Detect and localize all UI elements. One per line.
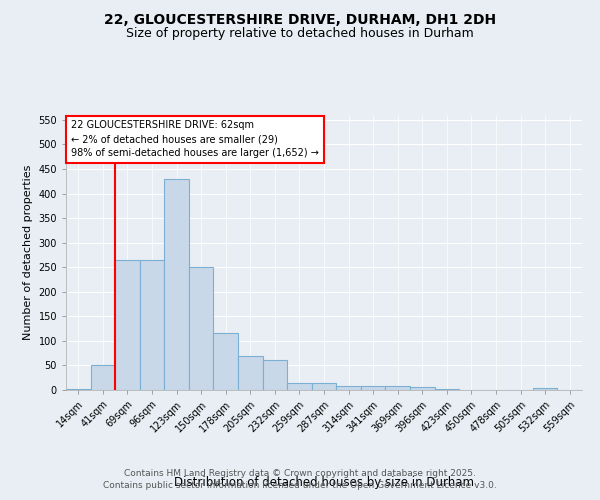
Bar <box>164 179 189 390</box>
Text: Size of property relative to detached houses in Durham: Size of property relative to detached ho… <box>126 28 474 40</box>
Bar <box>533 388 557 390</box>
Bar <box>263 360 287 390</box>
Text: 22, GLOUCESTERSHIRE DRIVE, DURHAM, DH1 2DH: 22, GLOUCESTERSHIRE DRIVE, DURHAM, DH1 2… <box>104 12 496 26</box>
Bar <box>336 386 361 390</box>
Bar <box>361 386 385 390</box>
Text: Contains HM Land Registry data © Crown copyright and database right 2025.
Contai: Contains HM Land Registry data © Crown c… <box>103 468 497 490</box>
Bar <box>434 388 459 390</box>
X-axis label: Distribution of detached houses by size in Durham: Distribution of detached houses by size … <box>174 476 474 488</box>
Bar <box>214 332 238 390</box>
Bar <box>66 388 91 390</box>
Bar <box>312 382 336 390</box>
Bar <box>91 366 115 390</box>
Bar <box>189 267 214 390</box>
Bar <box>287 382 312 390</box>
Bar <box>385 386 410 390</box>
Text: 22 GLOUCESTERSHIRE DRIVE: 62sqm
← 2% of detached houses are smaller (29)
98% of : 22 GLOUCESTERSHIRE DRIVE: 62sqm ← 2% of … <box>71 120 319 158</box>
Bar <box>410 387 434 390</box>
Y-axis label: Number of detached properties: Number of detached properties <box>23 165 33 340</box>
Bar <box>238 356 263 390</box>
Bar <box>115 260 140 390</box>
Bar <box>140 260 164 390</box>
